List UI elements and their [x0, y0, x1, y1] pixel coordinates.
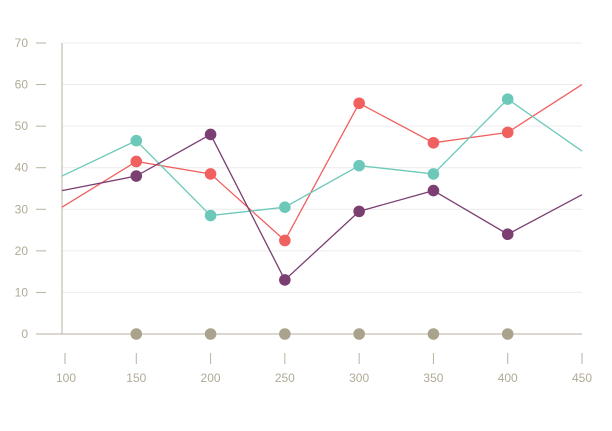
data-point[interactable] — [427, 168, 440, 180]
x-tick-label: 300 — [349, 371, 369, 385]
series-line-2 — [61, 133, 583, 282]
data-point[interactable] — [130, 170, 143, 182]
data-point[interactable] — [501, 93, 514, 105]
data-point[interactable] — [204, 328, 217, 340]
data-point[interactable] — [130, 134, 143, 147]
x-tick-label: 150 — [126, 371, 146, 385]
y-tick-label: 20 — [15, 244, 29, 258]
data-point[interactable] — [130, 155, 143, 168]
y-tick-label: 50 — [15, 119, 29, 133]
grid — [62, 42, 582, 293]
series-2 — [61, 133, 583, 282]
data-point[interactable] — [279, 201, 291, 214]
y-tick-label: 0 — [21, 327, 28, 341]
data-point[interactable] — [427, 184, 440, 197]
data-point[interactable] — [427, 136, 440, 149]
data-point[interactable] — [279, 234, 291, 247]
x-tick-label: 400 — [498, 371, 518, 385]
x-tick-label: 450 — [572, 371, 592, 385]
series-1 — [61, 98, 583, 217]
data-point[interactable] — [204, 128, 217, 141]
data-point[interactable] — [279, 328, 291, 340]
data-point[interactable] — [353, 328, 365, 340]
x-tick-label: 100 — [56, 371, 76, 385]
x-tick-label: 200 — [201, 371, 221, 385]
axes — [36, 42, 583, 364]
y-tick-label: 30 — [15, 202, 29, 216]
data-point[interactable] — [204, 209, 217, 222]
data-point[interactable] — [353, 159, 365, 172]
data-point[interactable] — [353, 205, 365, 218]
data-point[interactable] — [279, 274, 291, 286]
y-tick-label: 10 — [15, 285, 29, 299]
data-point[interactable] — [501, 126, 514, 139]
tick-labels: 0 10 20 30 40 50 60 70 100 150 200 250 300 350 400 450 — [15, 36, 593, 385]
y-tick-label: 40 — [15, 161, 29, 175]
series-line-0 — [61, 84, 583, 242]
x-tick-label: 350 — [423, 371, 443, 385]
data-point[interactable] — [427, 328, 440, 340]
x-tick-label: 250 — [275, 371, 295, 385]
data-point[interactable] — [501, 328, 514, 340]
data-point[interactable] — [130, 328, 143, 340]
y-tick-label: 70 — [15, 36, 29, 50]
series-layer — [61, 84, 583, 340]
data-point[interactable] — [204, 168, 217, 180]
y-tick-label: 60 — [15, 78, 29, 92]
series-0 — [61, 84, 583, 242]
data-point[interactable] — [353, 97, 365, 110]
series-line-1 — [61, 98, 583, 217]
data-point[interactable] — [501, 228, 514, 241]
